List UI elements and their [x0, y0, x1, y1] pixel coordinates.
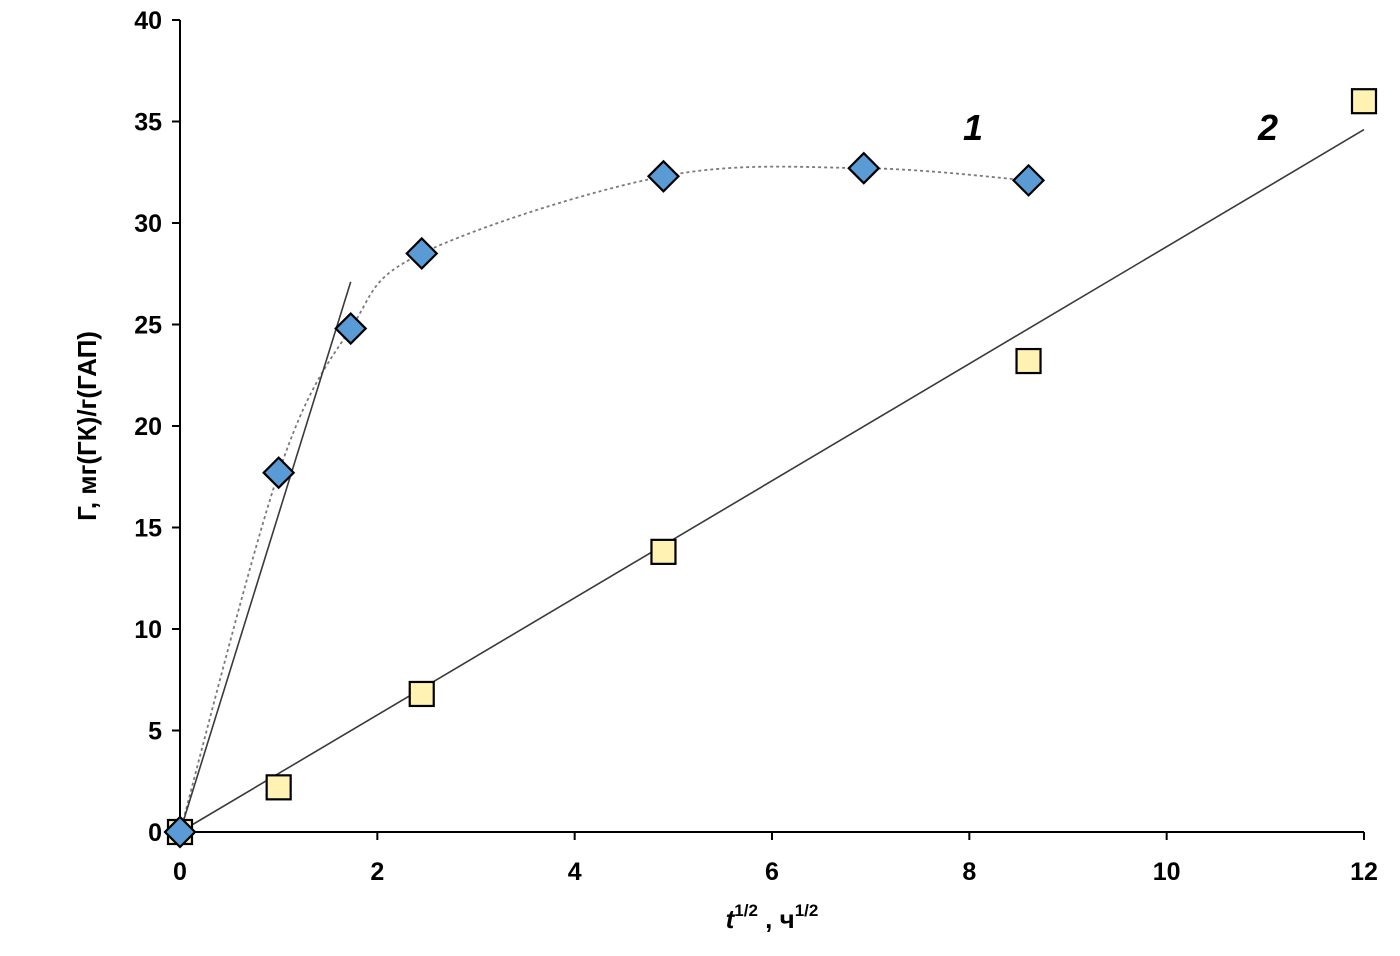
series-1-point: [334, 312, 368, 346]
x-tick-label: 8: [962, 858, 976, 886]
x-axis-title-unit-sup: 1/2: [795, 901, 819, 920]
y-axis-title: Г, мг(ГК)/г(ГАП): [72, 331, 102, 521]
x-tick-label: 0: [173, 858, 187, 886]
y-tick-label: 0: [148, 819, 162, 847]
y-tick-label: 25: [134, 312, 162, 340]
series-2-fit-line: [179, 128, 1365, 833]
y-tick-label: 20: [134, 413, 162, 441]
series-1-point: [1011, 163, 1046, 197]
x-axis-title-sep: ,: [758, 904, 780, 934]
x-axis-title-base: t: [726, 904, 736, 934]
series-2-label: 2: [1257, 107, 1278, 148]
series-2-point: [1015, 347, 1042, 375]
series-2-point: [408, 680, 435, 708]
series-1-point: [262, 456, 296, 490]
series-1-point: [847, 151, 881, 185]
y-tick-label: 10: [134, 616, 162, 644]
y-ticks: 0 5 10 15 20 25 30 35 40: [134, 7, 180, 847]
x-tick-label: 4: [568, 858, 582, 886]
y-tick-label: 15: [134, 515, 162, 543]
x-axis-title-base-sup: 1/2: [734, 901, 758, 920]
fit-lines: [179, 128, 1365, 833]
series-2-point: [1350, 88, 1378, 115]
series-1-initial-slope-line: [179, 281, 352, 833]
x-axis-title: t1/2 , ч1/2: [726, 901, 819, 934]
x-tick-label: 2: [370, 858, 384, 886]
x-axis-title-unit: ч: [780, 904, 795, 934]
series-2-point: [265, 774, 292, 801]
y-tick-label: 35: [134, 109, 162, 137]
axes: [179, 20, 1364, 833]
y-tick-label: 30: [134, 210, 162, 238]
x-tick-label: 6: [765, 858, 779, 886]
x-tick-label: 10: [1153, 858, 1181, 886]
series-1-point: [405, 236, 439, 271]
markers: [163, 88, 1378, 849]
series-1-label: 1: [963, 107, 983, 148]
series-2-point: [650, 538, 677, 565]
series-1-trend-curve: [179, 165, 1029, 833]
series-1-point: [646, 159, 681, 193]
y-tick-label: 5: [148, 718, 162, 746]
series-1-point: [163, 815, 197, 849]
y-tick-label: 40: [134, 7, 162, 35]
x-tick-label: 12: [1350, 858, 1378, 886]
x-ticks: 0 2 4 6 8 10 12: [173, 832, 1378, 886]
